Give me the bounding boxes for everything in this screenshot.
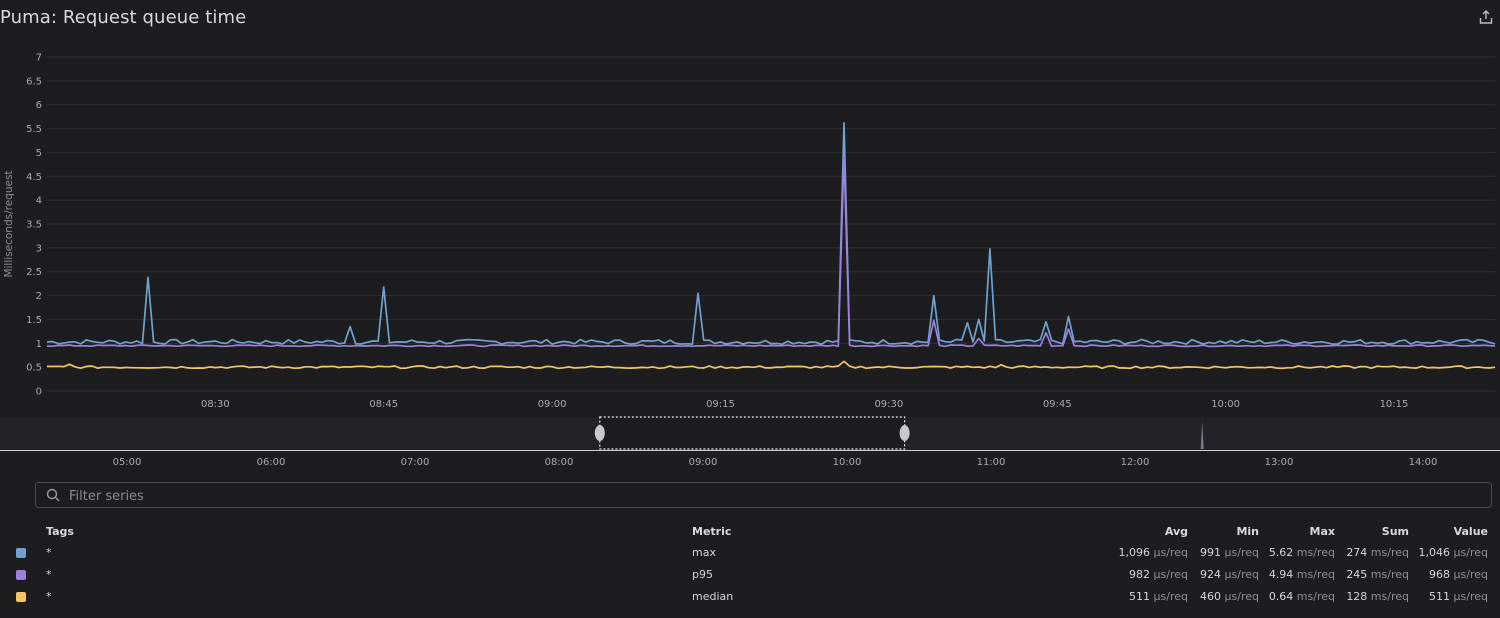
legend-tags: *: [46, 590, 52, 603]
legend-metric: median: [692, 590, 734, 603]
y-tick-label: 3.5: [26, 220, 42, 231]
navigator-tick-label: 13:00: [1265, 457, 1294, 468]
legend-avg-value: 982 µs/req: [1129, 568, 1188, 581]
legend-min-value: 991 µs/req: [1200, 546, 1259, 559]
navigator-tick-label: 09:00: [689, 457, 718, 468]
series-line-median[interactable]: [46, 360, 1496, 370]
navigator-tick-label: 14:00: [1409, 457, 1438, 468]
y-tick-label: 3: [36, 243, 42, 254]
selection-window[interactable]: [599, 416, 906, 450]
y-tick-label: 2: [36, 291, 42, 302]
legend-metric: p95: [692, 568, 713, 581]
navigator-tick-label: 12:00: [1121, 457, 1150, 468]
x-tick-label: 09:45: [1043, 399, 1072, 410]
y-tick-label: 7: [36, 53, 42, 64]
series-color-swatch[interactable]: [16, 570, 26, 580]
y-axis-label: Milliseconds/request: [3, 170, 15, 277]
navigator-tick-label: 06:00: [257, 457, 286, 468]
navigator-tick-label: 10:00: [833, 457, 862, 468]
header-metric[interactable]: Metric: [692, 525, 732, 538]
header-max[interactable]: Max: [1309, 525, 1335, 538]
legend-value-value: 968 µs/req: [1429, 568, 1488, 581]
series-line-p95[interactable]: [46, 154, 1496, 348]
legend-metric: max: [692, 546, 716, 559]
x-tick-label: 09:15: [706, 399, 735, 410]
x-tick-label: 09:00: [538, 399, 567, 410]
selection-handle-right[interactable]: [899, 425, 910, 441]
legend-header: Tags Metric Avg Min Max Sum Value: [0, 522, 1500, 542]
y-tick-label: 4.5: [26, 172, 42, 183]
timeseries-chart[interactable]: 0 0.5 1 1.5 2 2.5 3 3.5 4 4.5 5 5.5 6 6.5 7 Millisecond…: [0, 40, 1500, 415]
x-tick-label: 08:45: [369, 399, 398, 410]
series-color-swatch[interactable]: [16, 592, 26, 602]
filter-series-input[interactable]: [67, 485, 1471, 507]
legend-min-value: 460 µs/req: [1200, 590, 1259, 603]
y-tick-label: 5.5: [26, 124, 42, 135]
legend-avg-value: 1,096 µs/req: [1118, 546, 1188, 559]
legend-sum-value: 274 ms/req: [1346, 546, 1409, 559]
legend-min-value: 924 µs/req: [1200, 568, 1259, 581]
legend-sum-value: 245 ms/req: [1346, 568, 1409, 581]
y-tick-label: 0: [36, 387, 42, 398]
time-range-navigator[interactable]: 05:00 06:00 07:00 08:00 09:00 10:00 11:00 12:00…: [0, 415, 1500, 475]
legend-row-max[interactable]: * max 1,096 µs/req 991 µs/req 5.62 ms/req 274…: [0, 543, 1500, 563]
series-line-max[interactable]: [46, 121, 1496, 346]
legend-max-value: 4.94 ms/req: [1268, 568, 1335, 581]
y-tick-label: 2.5: [26, 267, 42, 278]
header-sum[interactable]: Sum: [1381, 525, 1409, 538]
header-value[interactable]: Value: [1453, 525, 1488, 538]
selection-handle-left[interactable]: [594, 425, 605, 441]
y-tick-label: 6: [36, 100, 42, 111]
legend-tags: *: [46, 568, 52, 581]
y-tick-label: 1.5: [26, 315, 42, 326]
legend-value-value: 1,046 µs/req: [1418, 546, 1488, 559]
widget-title: Puma: Request queue time: [0, 7, 247, 28]
search-icon: [46, 488, 60, 502]
legend-tags: *: [46, 546, 52, 559]
navigator-tick-label: 05:00: [113, 457, 142, 468]
legend-sum-value: 128 ms/req: [1346, 590, 1409, 603]
navigator-tick-label: 07:00: [401, 457, 430, 468]
navigator-tick-label: 11:00: [977, 457, 1006, 468]
x-tick-label: 10:00: [1211, 399, 1240, 410]
y-tick-label: 1: [36, 339, 42, 350]
legend-max-value: 0.64 ms/req: [1268, 590, 1335, 603]
navigator-tick-label: 08:00: [545, 457, 574, 468]
x-tick-label: 10:15: [1380, 399, 1409, 410]
legend-row-p95[interactable]: * p95 982 µs/req 924 µs/req 4.94 ms/req 245 m…: [0, 565, 1500, 585]
y-tick-label: 5: [36, 148, 42, 159]
header-avg[interactable]: Avg: [1164, 525, 1188, 538]
legend-row-median[interactable]: * median 511 µs/req 460 µs/req 0.64 ms/req 12…: [0, 587, 1500, 607]
legend-max-value: 5.62 ms/req: [1268, 546, 1335, 559]
header-min[interactable]: Min: [1236, 525, 1259, 538]
x-tick-label: 09:30: [874, 399, 903, 410]
legend-value-value: 511 µs/req: [1429, 590, 1488, 603]
share-icon[interactable]: [1478, 9, 1494, 25]
series-color-swatch[interactable]: [16, 548, 26, 558]
y-tick-label: 6.5: [26, 76, 42, 87]
legend-avg-value: 511 µs/req: [1129, 590, 1188, 603]
navigator-spike-marker: [1200, 421, 1204, 449]
y-tick-label: 0.5: [26, 363, 42, 374]
y-tick-label: 4: [36, 196, 42, 207]
filter-series-field[interactable]: [35, 482, 1492, 508]
header-tags[interactable]: Tags: [46, 525, 74, 538]
x-tick-label: 08:30: [201, 399, 230, 410]
